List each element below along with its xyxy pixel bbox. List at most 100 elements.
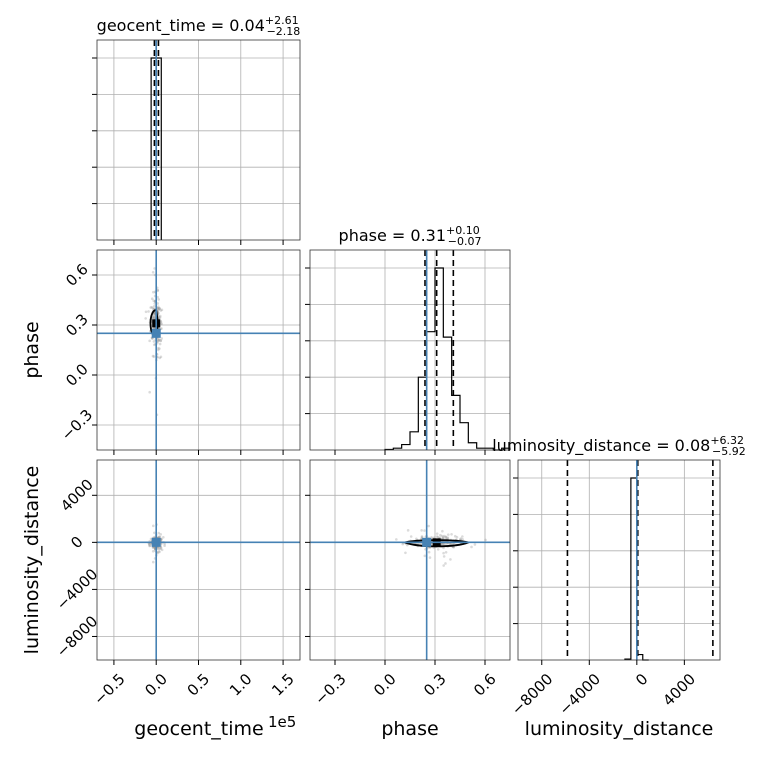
sample-point xyxy=(160,327,163,330)
grid xyxy=(113,40,284,240)
sample-point xyxy=(444,535,448,539)
y-axis-label-luminosity_distance: luminosity_distance xyxy=(21,466,43,655)
sample-point xyxy=(148,544,152,548)
sample-point xyxy=(158,535,161,538)
sample-point xyxy=(153,312,156,315)
sample-point xyxy=(156,551,160,555)
sample-point xyxy=(148,543,151,546)
sample-point xyxy=(427,524,430,528)
sample-point xyxy=(149,306,152,309)
y-tick-label: 4000 xyxy=(57,475,97,515)
sample-point xyxy=(406,529,410,532)
grid xyxy=(310,494,510,637)
sample-point xyxy=(157,316,161,320)
sample-point xyxy=(158,306,161,310)
sample-point xyxy=(151,524,155,528)
sample-point xyxy=(401,542,405,546)
sample-point xyxy=(157,550,161,553)
sample-point xyxy=(162,535,165,539)
y-tick-label: 0.0 xyxy=(62,360,92,390)
sample-point xyxy=(442,546,445,550)
x-axis-label-phase: phase xyxy=(381,718,438,740)
sample-point xyxy=(153,531,156,535)
sample-point xyxy=(158,307,161,310)
sample-point xyxy=(159,339,163,343)
sample-point xyxy=(147,310,150,313)
sample-point xyxy=(446,536,450,539)
x-tick-label: −0.3 xyxy=(311,670,349,708)
sample-point xyxy=(153,304,156,308)
sample-point xyxy=(151,560,155,564)
sample-point xyxy=(159,320,163,323)
sample-point xyxy=(149,537,153,541)
sample-point xyxy=(151,290,155,294)
sample-point xyxy=(409,535,413,538)
sample-point xyxy=(152,316,155,319)
sample-point xyxy=(152,340,156,343)
sample-point xyxy=(156,295,159,299)
x-tick-label: −8000 xyxy=(508,670,557,719)
sample-point xyxy=(446,533,450,536)
sample-point xyxy=(159,339,163,342)
y-tick-label: −0.3 xyxy=(58,406,96,444)
sample-point xyxy=(163,542,166,546)
sample-point xyxy=(450,532,453,536)
sample-point xyxy=(151,306,155,310)
sample-point xyxy=(423,529,426,532)
sample-point xyxy=(148,339,151,343)
histogram-phase xyxy=(384,267,511,451)
panel-frame xyxy=(309,459,511,661)
sample-point xyxy=(157,338,161,341)
sample-point xyxy=(157,305,160,309)
sample-point xyxy=(158,347,161,350)
x-tick-label: −4000 xyxy=(555,670,604,719)
x-tick-label: 0.0 xyxy=(141,670,171,700)
sample-point xyxy=(148,542,151,546)
x-tick-label: 1.5 xyxy=(268,670,298,700)
panel-geocent_time-vs-phase: −0.3 0.0 0.3 0.6 xyxy=(58,249,301,455)
x-tick-label: 0.0 xyxy=(370,670,400,700)
y-axis-label-phase: phase xyxy=(21,321,43,378)
sample-point xyxy=(152,299,155,303)
grid xyxy=(113,460,284,660)
sample-point xyxy=(428,556,432,559)
sample-point xyxy=(427,550,431,554)
sample-point xyxy=(156,307,160,311)
sample-point xyxy=(151,549,155,553)
grid xyxy=(310,267,510,415)
sample-point xyxy=(156,289,160,292)
sample-point xyxy=(158,547,161,551)
grid xyxy=(541,460,685,660)
sample-point xyxy=(157,308,161,311)
panel-body xyxy=(310,460,510,660)
sample-point xyxy=(444,550,448,554)
sample-point xyxy=(441,543,444,546)
hist-luminosity_distance-frame xyxy=(517,459,721,661)
sample-point xyxy=(441,535,445,539)
sample-point xyxy=(449,542,453,546)
panel-body xyxy=(97,250,300,450)
sample-point xyxy=(148,544,151,548)
sample-point xyxy=(160,322,163,325)
sample-point xyxy=(442,564,445,567)
sample-point xyxy=(436,548,440,551)
sample-point xyxy=(459,537,463,540)
sample-point xyxy=(151,270,155,274)
y-tick-label: 0 xyxy=(67,533,86,552)
sample-point xyxy=(152,316,155,320)
x-tick-label: 0.3 xyxy=(420,670,450,700)
truth-marker xyxy=(151,537,161,547)
sample-point xyxy=(144,317,147,320)
sample-point xyxy=(152,313,156,317)
sample-point xyxy=(160,537,163,541)
sample-point xyxy=(157,298,161,301)
sample-point xyxy=(436,535,440,539)
sample-point xyxy=(152,343,156,347)
x-tick-label: −0.5 xyxy=(90,670,128,708)
sample-point xyxy=(470,545,473,549)
grid xyxy=(97,57,300,205)
sample-point xyxy=(420,529,423,532)
sample-point xyxy=(449,558,452,561)
sample-point xyxy=(156,348,160,352)
